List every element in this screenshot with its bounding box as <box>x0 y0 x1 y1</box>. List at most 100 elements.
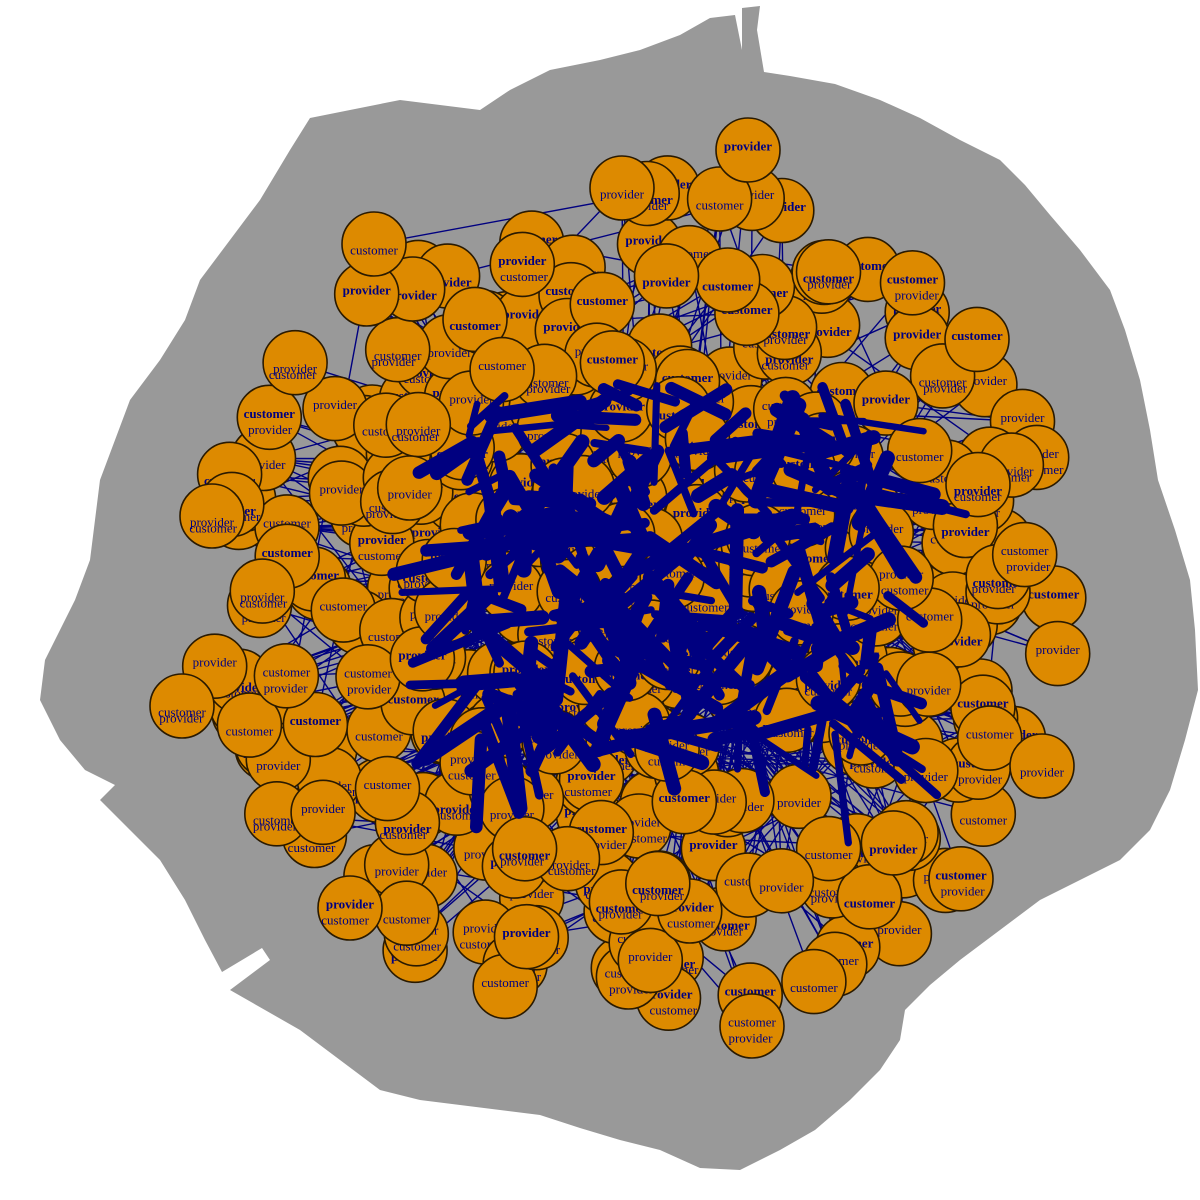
node-label: customer <box>499 847 550 862</box>
node-label: customer <box>355 729 403 744</box>
edge-bundle <box>503 469 543 527</box>
graph-node[interactable]: customer <box>781 948 847 1015</box>
graph-node[interactable]: provider <box>302 375 368 442</box>
graph-node[interactable]: customer <box>686 166 753 232</box>
node-label: provider <box>319 482 364 497</box>
graph-node[interactable]: provider <box>617 927 684 994</box>
node-label: customer <box>805 847 853 862</box>
edge-bundle <box>512 689 544 800</box>
graph-node[interactable]: provider <box>860 810 927 876</box>
graph-node[interactable]: provider <box>290 779 356 846</box>
node-label: provider <box>343 283 391 298</box>
graph-node[interactable]: customer <box>341 211 407 277</box>
node-circle <box>853 370 919 436</box>
graph-node[interactable]: provider <box>633 243 700 309</box>
node-circle <box>290 779 356 846</box>
node-label: provider <box>724 139 772 154</box>
edge-bundle <box>732 627 760 733</box>
graph-node[interactable]: customer <box>282 691 349 758</box>
node-label: customer <box>269 367 317 382</box>
graph-node[interactable]: customer <box>694 247 761 313</box>
node-label: customer <box>803 270 854 285</box>
graph-node[interactable]: customer <box>886 417 953 484</box>
graph-node[interactable]: customer <box>579 330 646 396</box>
edge-bundle <box>526 393 612 459</box>
edge-bundle <box>466 585 527 615</box>
node-label: provider <box>388 487 433 502</box>
node-label: provider <box>545 857 590 872</box>
edge-bundle <box>836 707 884 722</box>
graph-node[interactable]: provider <box>1024 620 1091 687</box>
graph-node[interactable]: provider <box>493 903 560 970</box>
edge-bundle <box>836 637 848 690</box>
graph-node[interactable]: customer <box>472 953 539 1020</box>
node-label: provider <box>628 949 673 964</box>
edge-bundle <box>860 623 877 670</box>
graph-node[interactable]: customer <box>944 306 1010 373</box>
node-label: customer <box>564 784 612 799</box>
node-label: provider <box>1036 642 1081 657</box>
node-label: customer <box>319 599 367 614</box>
graph-node[interactable]: customer <box>354 755 421 822</box>
node-label: provider <box>640 888 685 903</box>
edge-bundle <box>824 598 874 622</box>
edge-bundle <box>751 584 773 645</box>
node-label: customer <box>321 913 369 928</box>
graph-node[interactable]: provider <box>589 155 655 221</box>
graph-node[interactable]: provider <box>748 847 815 914</box>
graph-node[interactable]: provider <box>715 117 781 183</box>
graph-node[interactable]: customer <box>310 577 377 643</box>
node-label: customer <box>951 328 1002 343</box>
node-label: provider <box>500 853 545 868</box>
graph-node[interactable]: customer <box>216 692 283 758</box>
graph-node[interactable]: provider <box>1009 733 1075 799</box>
node-circle <box>860 810 927 876</box>
node-label: provider <box>347 681 392 696</box>
node-label: provider <box>502 925 550 940</box>
graph-node[interactable]: customer <box>956 705 1023 771</box>
node-label: customer <box>887 271 938 286</box>
node-label: customer <box>587 351 638 366</box>
node-label: customer <box>935 867 986 882</box>
edge-bundle <box>752 428 837 451</box>
graph-node[interactable]: customer <box>836 863 903 930</box>
node-circle <box>748 847 815 914</box>
edge-bundle <box>691 468 739 503</box>
edge-bundle <box>469 733 488 834</box>
edge-bundle <box>465 400 481 439</box>
node-label: provider <box>389 288 437 303</box>
graph-node[interactable]: provider <box>853 370 919 436</box>
edge-bundle <box>861 679 928 710</box>
node-label: provider <box>433 802 481 817</box>
edge-bundle <box>510 423 576 518</box>
graph-node[interactable]: customer <box>373 880 440 947</box>
node-label: customer <box>954 489 1002 504</box>
node-circle <box>1009 733 1075 799</box>
node-label: customer <box>790 980 838 995</box>
node-circle <box>341 211 407 277</box>
node-circle <box>879 249 946 316</box>
node-label: provider <box>326 897 374 912</box>
graph-node[interactable]: customer <box>469 336 535 403</box>
